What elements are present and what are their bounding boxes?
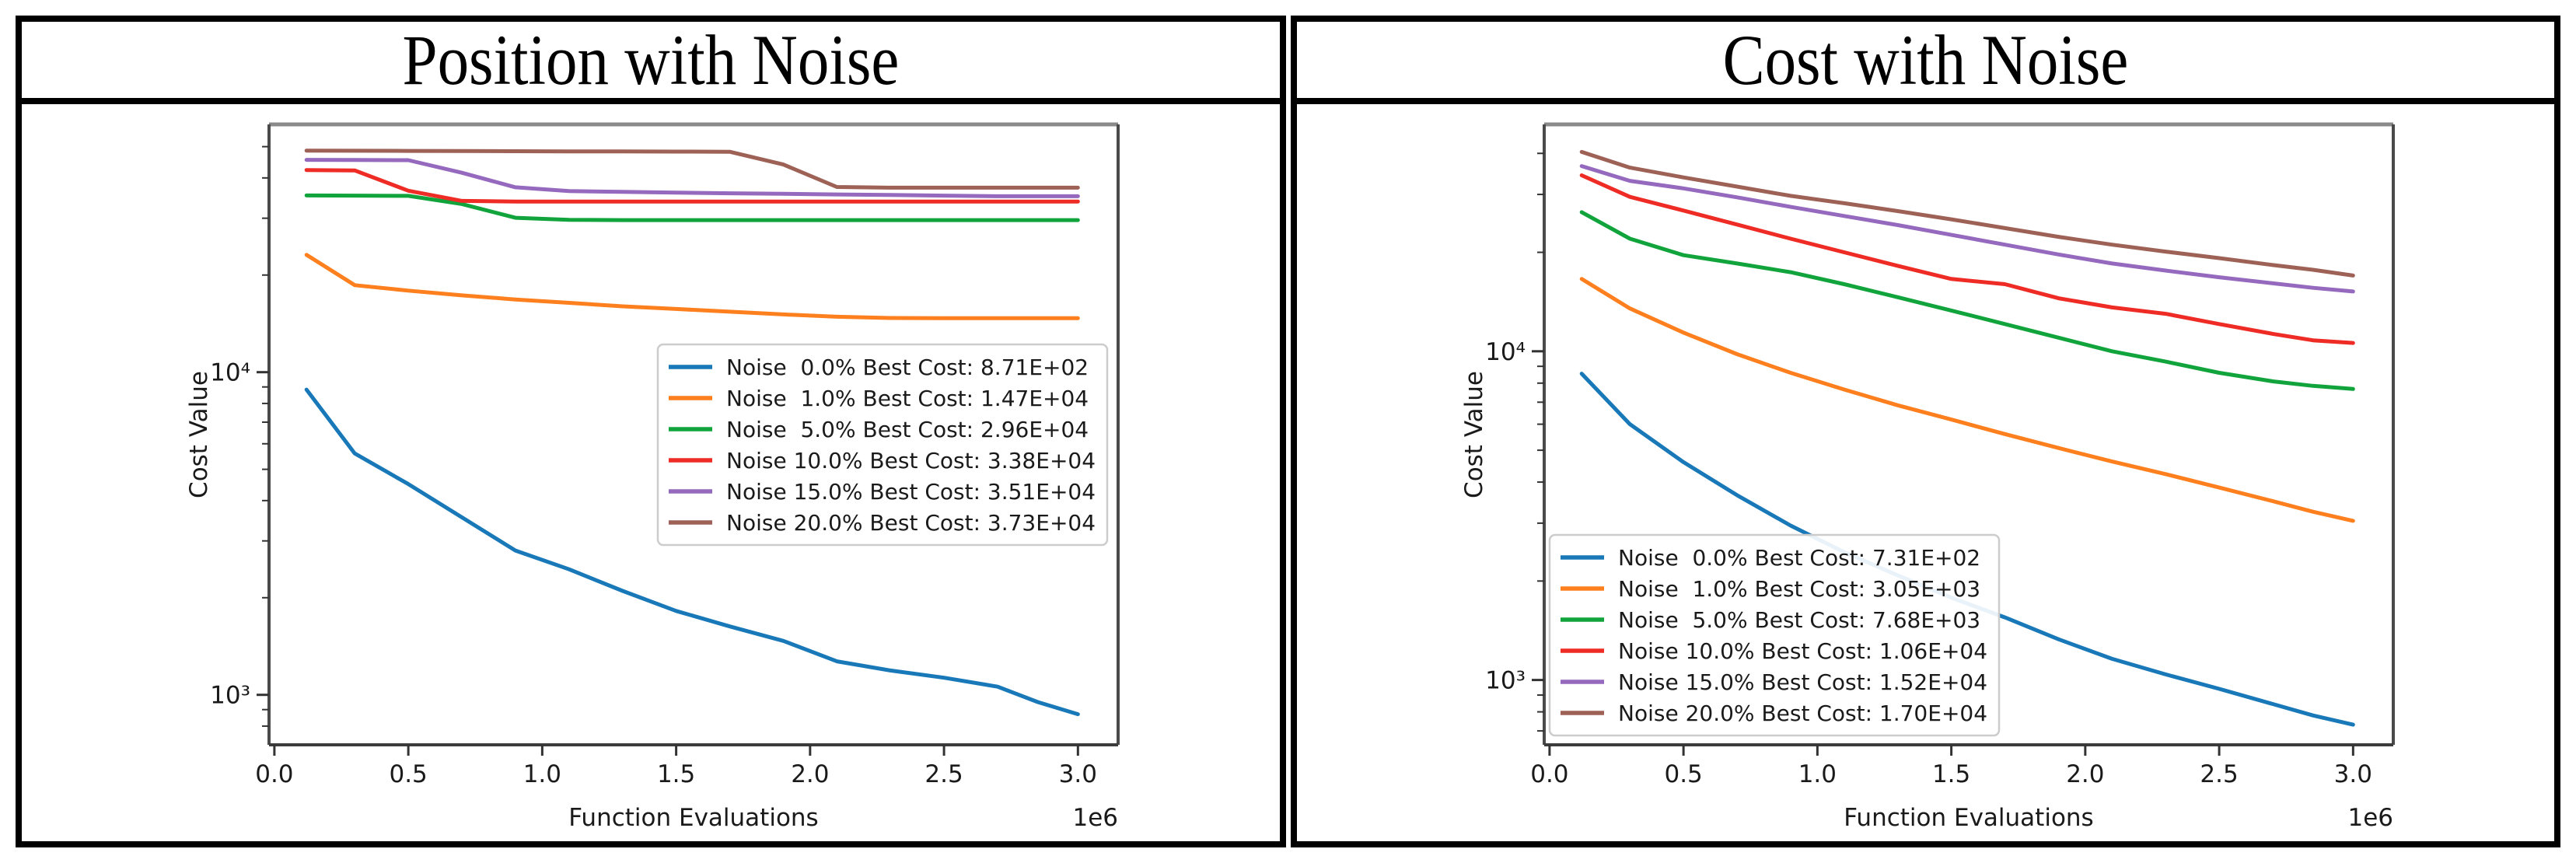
cost-with-noise-chart: 0.0 0.5 1.0 1.5 2.0 2.5 3.0 Function Evaluation… [1297, 104, 2554, 841]
y-tick-label: 10³ [210, 682, 250, 710]
x-tick-label: 0.0 [1530, 760, 1568, 788]
x-tick-label: 3.0 [1059, 760, 1097, 788]
position-with-noise-chart: 0.0 0.5 1.0 1.5 2.0 2.5 3.0 Function Evaluation… [22, 104, 1280, 841]
legend-entry-label-1: Noise 1.0% Best Cost: 1.47E+04 [726, 386, 1089, 411]
legend-entry-label-2: Noise 5.0% Best Cost: 2.96E+04 [726, 417, 1089, 442]
y-tick-label: 10³ [1485, 667, 1526, 695]
axes-spines [267, 122, 1120, 746]
x-tick-label: 1.0 [523, 760, 561, 788]
series-line-4 [304, 158, 1080, 198]
x-tick-label: 1.5 [1932, 760, 1970, 788]
y-axis-label: Cost Value [1460, 371, 1488, 498]
legend-entry-label-2: Noise 5.0% Best Cost: 7.68E+03 [1618, 607, 1980, 633]
legend-entry-label-5: Noise 20.0% Best Cost: 3.73E+04 [726, 510, 1096, 536]
x-tick-label: 1.0 [1798, 760, 1837, 788]
y-axis: 10³ 10⁴ Cost Value [1460, 152, 1544, 732]
x-tick-label: 1.5 [657, 760, 695, 788]
legend-box [1548, 533, 2001, 737]
series-line-3 [1579, 173, 2355, 345]
legend-entry-label-1: Noise 1.0% Best Cost: 3.05E+03 [1618, 576, 1980, 602]
left-panel-title-cell: Position with Noise [16, 16, 1286, 104]
legend-entry-label-4: Noise 15.0% Best Cost: 1.52E+04 [1618, 669, 1987, 695]
series-line-1 [304, 253, 1080, 320]
series-line-3 [304, 168, 1080, 204]
right-panel-title: Cost with Noise [1722, 20, 2129, 100]
left-panel-chart-cell: 0.0 0.5 1.0 1.5 2.0 2.5 3.0 Function Evaluation… [16, 98, 1286, 847]
legend-entry-label-5: Noise 20.0% Best Cost: 1.70E+04 [1618, 701, 1987, 726]
legend-entry-label-0: Noise 0.0% Best Cost: 8.71E+02 [726, 355, 1089, 380]
series-line-5 [1579, 149, 2355, 278]
x-axis-offset-label: 1e6 [1072, 804, 1118, 832]
x-tick-label: 0.5 [1664, 760, 1702, 788]
x-axis-label: Function Evaluations [568, 804, 818, 832]
legend-box [656, 343, 1109, 547]
x-axis-label: Function Evaluations [1844, 804, 2093, 832]
left-panel-title: Position with Noise [402, 20, 900, 100]
x-tick-label: 2.5 [2200, 760, 2238, 788]
right-panel-chart-cell: 0.0 0.5 1.0 1.5 2.0 2.5 3.0 Function Evaluation… [1291, 98, 2560, 847]
right-panel-title-cell: Cost with Noise [1291, 16, 2560, 104]
series-line-0 [304, 387, 1080, 717]
y-tick-label: 10⁴ [1485, 338, 1526, 366]
x-axis-offset-label: 1e6 [2347, 804, 2393, 832]
x-tick-label: 2.5 [924, 760, 963, 788]
legend-entry-label-3: Noise 10.0% Best Cost: 1.06E+04 [1618, 638, 1987, 664]
legend: Noise 0.0% Best Cost: 8.71E+02 Noise 1.0%… [656, 343, 1109, 547]
series-line-4 [1579, 164, 2355, 294]
legend-entry-label-0: Noise 0.0% Best Cost: 7.31E+02 [1618, 545, 1980, 571]
x-axis: 0.0 0.5 1.0 1.5 2.0 2.5 3.0 Function Evaluation… [1530, 745, 2393, 832]
legend: Noise 0.0% Best Cost: 7.31E+02 Noise 1.0%… [1548, 533, 2001, 737]
y-tick-label: 10⁴ [210, 359, 250, 387]
plot-series-group [1579, 149, 2355, 727]
series-line-2 [1579, 210, 2355, 391]
series-line-1 [1579, 277, 2355, 523]
plot-series-group [304, 148, 1080, 717]
x-tick-label: 2.0 [2066, 760, 2104, 788]
series-line-5 [304, 148, 1080, 190]
legend-entry-label-4: Noise 15.0% Best Cost: 3.51E+04 [726, 479, 1096, 505]
x-tick-label: 0.0 [255, 760, 293, 788]
x-tick-label: 3.0 [2334, 760, 2372, 788]
x-tick-label: 2.0 [791, 760, 829, 788]
axes-spines [1543, 122, 2395, 746]
series-line-2 [304, 193, 1080, 222]
legend-entry-label-3: Noise 10.0% Best Cost: 3.38E+04 [726, 448, 1096, 473]
x-tick-label: 0.5 [389, 760, 427, 788]
x-axis: 0.0 0.5 1.0 1.5 2.0 2.5 3.0 Function Evaluation… [255, 745, 1118, 832]
y-axis-label: Cost Value [185, 371, 213, 498]
